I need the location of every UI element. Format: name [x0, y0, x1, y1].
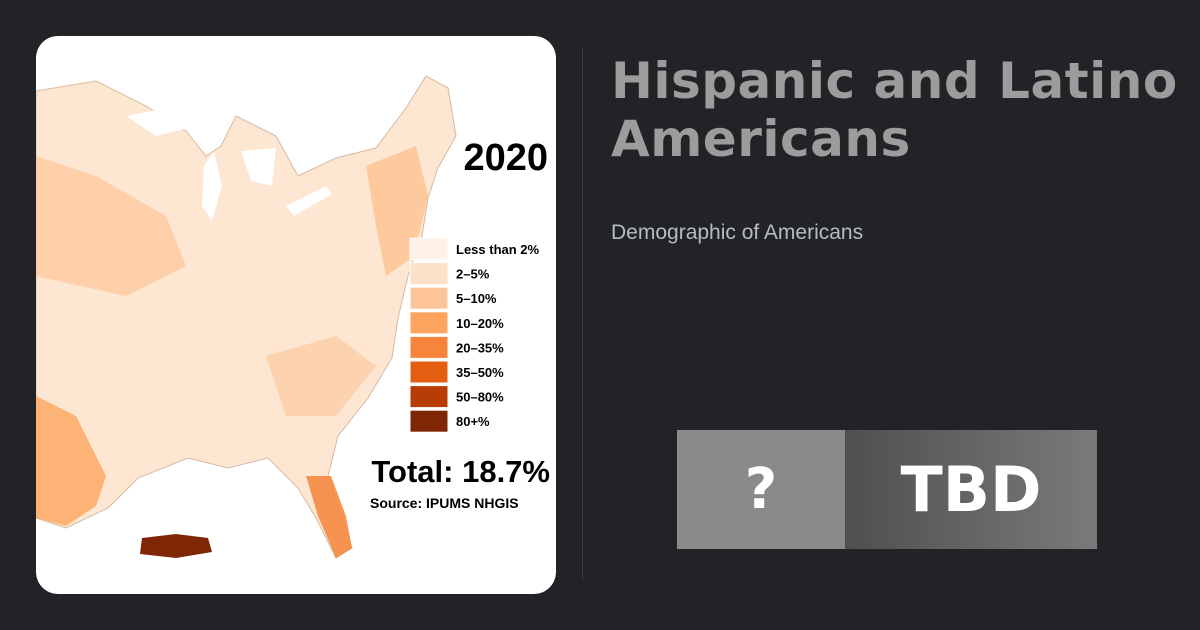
legend-swatch [409, 335, 449, 359]
legend-label: 2–5% [456, 267, 490, 282]
badge-right: TBD [845, 430, 1097, 549]
badge: ? TBD [677, 430, 1097, 549]
region [36, 156, 186, 296]
region [36, 396, 106, 526]
lake [202, 151, 222, 221]
legend-label: 35–50% [456, 365, 504, 380]
legend-label: 50–80% [456, 390, 504, 405]
land [36, 75, 457, 559]
region [306, 476, 352, 558]
map-source: Source: IPUMS NHGIS [370, 495, 519, 511]
badge-left: ? [677, 430, 845, 549]
legend-label: 10–20% [456, 316, 504, 331]
lake [241, 148, 276, 186]
puerto-rico [140, 534, 212, 558]
region [266, 336, 376, 416]
map: 2020 Total: 18.7% Source: IPUMS NHGIS Le… [36, 75, 550, 559]
title: Hispanic and Latino Americans [611, 52, 1178, 168]
legend-label: 80+% [456, 414, 490, 429]
subtitle: Demographic of Americans [611, 221, 864, 244]
lake [126, 108, 196, 136]
map-card: 2020 Total: 18.7% Source: IPUMS NHGIS Le… [36, 36, 556, 594]
legend-swatch [409, 262, 449, 286]
legend-swatch [409, 409, 449, 433]
legend-label: 5–10% [456, 291, 497, 306]
legend-swatch [409, 237, 449, 261]
divider [582, 48, 583, 580]
legend: Less than 2% 2–5% 5–10% 10–20% 20–35% 35–50% 5… [409, 237, 540, 433]
map-year: 2020 [463, 137, 548, 179]
legend-label: 20–35% [456, 340, 504, 355]
legend-swatch [409, 385, 449, 409]
legend-swatch [409, 360, 449, 384]
lake [286, 186, 332, 216]
legend-label: Less than 2% [456, 242, 540, 257]
map-total: Total: 18.7% [371, 454, 550, 489]
legend-swatch [409, 311, 449, 335]
legend-swatch [409, 286, 449, 310]
